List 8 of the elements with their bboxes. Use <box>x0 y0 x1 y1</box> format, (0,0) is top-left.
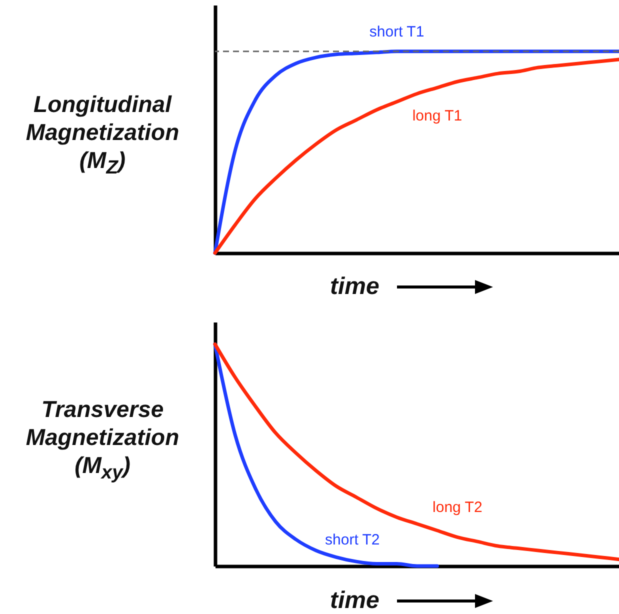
x-axis-title: time <box>330 273 380 301</box>
series-label: short T2 <box>325 532 380 549</box>
series-label: short T1 <box>369 23 424 40</box>
y-axis-title: Longitudinal Magnetization (M$_{Z}$) <box>24 90 180 181</box>
series-label: long T1 <box>412 108 462 125</box>
x-axis-title: time <box>330 587 380 614</box>
y-axis-title: Transverse Magnetization (M$_{xy}$) <box>24 395 180 486</box>
series-label: long T2 <box>432 499 482 516</box>
